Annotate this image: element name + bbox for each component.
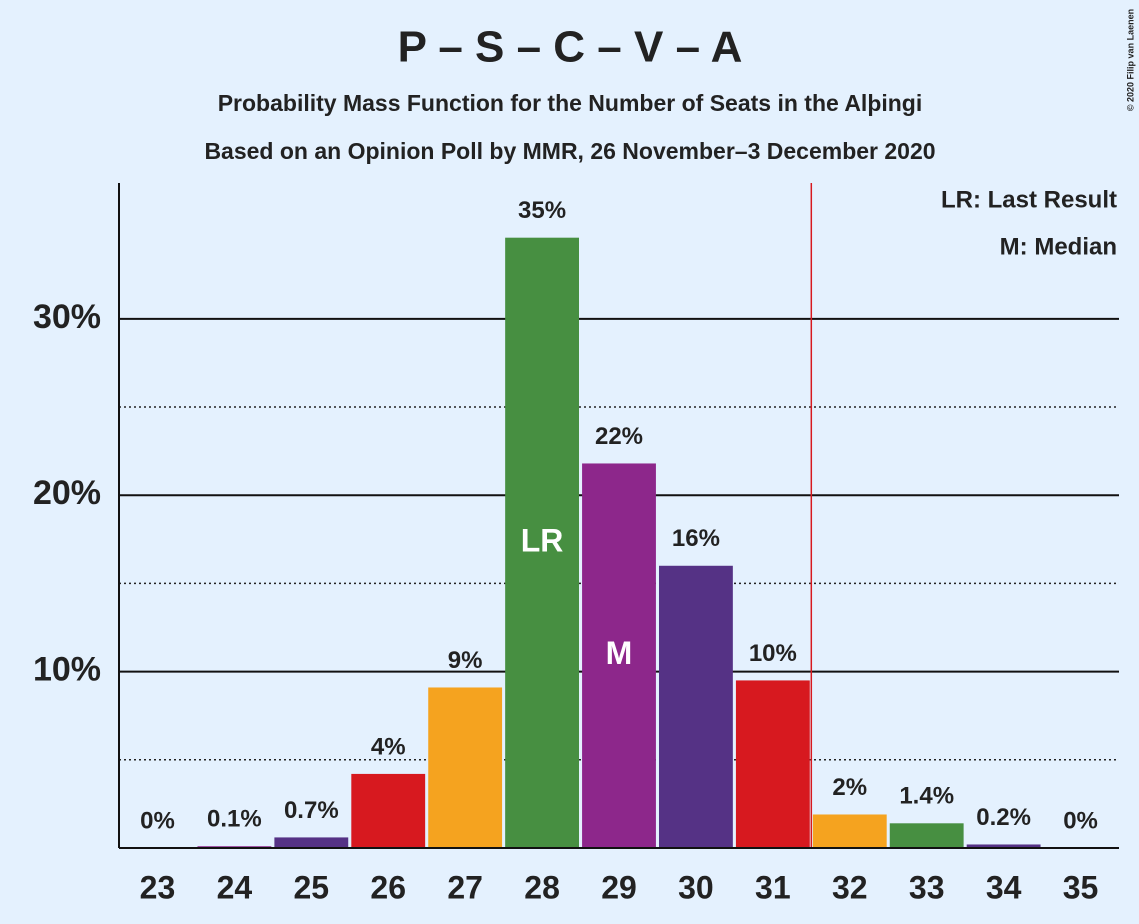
value-label: 1.4% <box>899 783 954 810</box>
value-label: 4% <box>371 733 406 760</box>
value-label: 0.7% <box>284 797 339 824</box>
bar <box>505 237 579 848</box>
x-tick-label: 35 <box>1063 869 1099 905</box>
x-tick-label: 27 <box>447 869 483 905</box>
value-label: 16% <box>672 525 720 552</box>
y-tick-label: 10% <box>33 651 101 689</box>
x-tick-label: 31 <box>755 869 791 905</box>
x-tick-label: 30 <box>678 869 714 905</box>
bar <box>428 687 503 848</box>
x-tick-label: 34 <box>986 869 1022 905</box>
value-label: 0% <box>1063 807 1098 834</box>
bar <box>659 565 733 848</box>
bar <box>812 814 887 848</box>
x-tick-label: 23 <box>140 869 176 905</box>
bar <box>889 823 964 848</box>
bar <box>966 844 1041 848</box>
x-tick-label: 24 <box>217 869 253 905</box>
value-label: 10% <box>749 640 797 667</box>
legend-entry: LR: Last Result <box>941 186 1117 213</box>
value-label: 9% <box>448 647 483 674</box>
bar <box>351 773 426 848</box>
x-tick-label: 26 <box>370 869 406 905</box>
y-tick-label: 30% <box>33 298 101 336</box>
x-tick-label: 29 <box>601 869 637 905</box>
value-label: 0% <box>140 807 175 834</box>
copyright: © 2020 Filip van Laenen <box>1125 9 1135 111</box>
x-tick-label: 33 <box>909 869 945 905</box>
value-label: 35% <box>518 197 566 224</box>
y-tick-label: 20% <box>33 474 101 512</box>
value-label: 22% <box>595 423 643 450</box>
x-tick-label: 32 <box>832 869 868 905</box>
bar <box>274 837 349 848</box>
chart-subtitle: Probability Mass Function for the Number… <box>218 90 923 116</box>
bar-annotation: M <box>606 635 633 671</box>
legend-entry: M: Median <box>1000 233 1117 260</box>
chart-subtitle: Based on an Opinion Poll by MMR, 26 Nove… <box>204 138 935 164</box>
value-label: 0.1% <box>207 806 262 833</box>
value-label: 0.2% <box>976 804 1031 831</box>
bar <box>735 680 810 848</box>
value-label: 2% <box>832 774 867 801</box>
x-tick-label: 25 <box>294 869 330 905</box>
bar-annotation: LR <box>521 522 564 558</box>
x-tick-label: 28 <box>524 869 560 905</box>
chart-title: P – S – C – V – A <box>398 23 743 72</box>
bar <box>582 463 656 848</box>
